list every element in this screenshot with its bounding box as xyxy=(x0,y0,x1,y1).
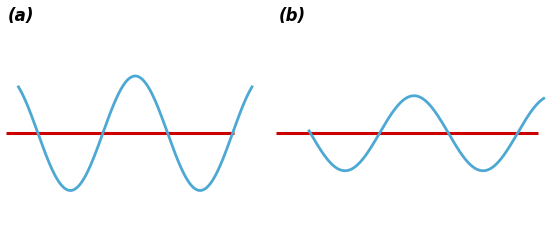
Text: (b): (b) xyxy=(279,7,306,25)
Text: (a): (a) xyxy=(8,7,35,25)
